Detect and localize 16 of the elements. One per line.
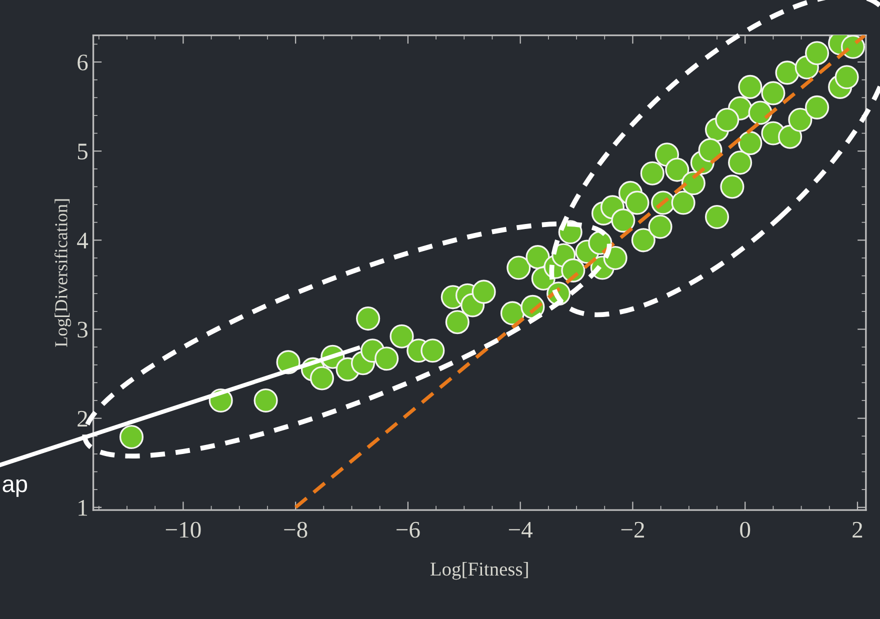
x-axis-title: Log[Fitness] — [430, 562, 528, 580]
x-tick-label: −2 — [621, 522, 644, 538]
y-tick-label: 5 — [78, 144, 88, 160]
x-tick-label: −4 — [508, 522, 533, 538]
x-tick-label: −6 — [396, 522, 420, 538]
x-tick-label: −10 — [166, 522, 201, 538]
x-tick-label: 0 — [740, 522, 750, 538]
x-tick-label: −8 — [284, 522, 308, 538]
y-tick-label: 1 — [78, 500, 87, 516]
y-tick-label: 4 — [77, 232, 88, 248]
x-tick-label: 2 — [852, 522, 862, 538]
text: ap — [2, 479, 28, 497]
y-tick-label: 6 — [78, 54, 88, 70]
y-tick-label: 3 — [78, 322, 88, 338]
y-tick-label: 2 — [78, 410, 88, 426]
y-axis-title: Log[Diversification] — [54, 199, 72, 347]
